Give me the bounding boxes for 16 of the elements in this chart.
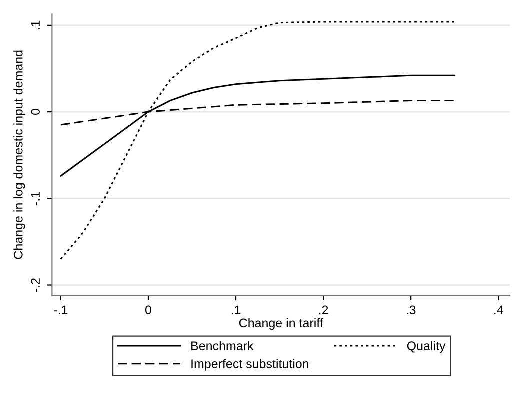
x-tick-label: .1 (232, 306, 241, 314)
y-axis-title: Change in log domestic input demand (14, 50, 26, 260)
legend-label: Benchmark (192, 341, 254, 351)
legend-label: Imperfect substitution (192, 359, 309, 371)
legend-label: Quality (407, 341, 446, 353)
x-axis-title: Change in tariff (239, 318, 324, 330)
y-tick-label: 0 (31, 109, 40, 116)
x-tick-label: 0 (146, 306, 152, 315)
line-series (60, 21, 456, 260)
x-tick-label: .4 (494, 306, 504, 314)
y-tick-label: .1 (31, 20, 40, 30)
y-tick-label: -.1 (31, 192, 40, 206)
x-tick-label: .2 (319, 306, 328, 314)
x-tick-label: .3 (407, 306, 416, 315)
y-tick-label: -.2 (31, 278, 40, 292)
x-tick-label: -.1 (54, 306, 68, 314)
